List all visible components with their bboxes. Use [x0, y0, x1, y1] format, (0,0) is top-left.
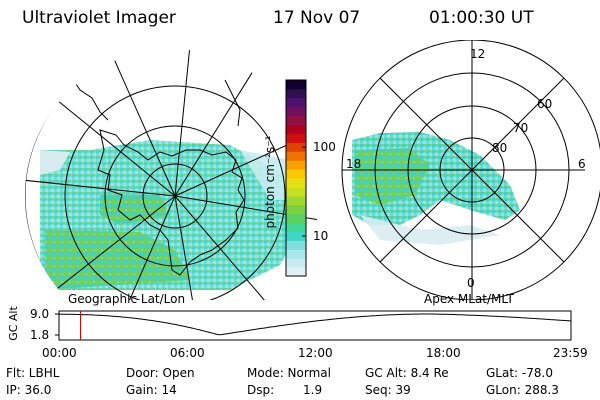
colorbar-frame [285, 79, 307, 277]
colorbar-segment [286, 178, 306, 188]
colorbar-segment [286, 151, 306, 161]
colorbar-segment [286, 222, 306, 232]
colorbar-segment [286, 160, 306, 170]
colorbar-segment [286, 142, 306, 152]
colorbar-segment [286, 124, 306, 134]
alt-ytick-high: 9.0 [30, 307, 50, 321]
altitude-plot [55, 310, 572, 341]
colorbar-tick-10: 10 [313, 229, 329, 243]
colorbar-segment [286, 133, 306, 143]
lat-label-60: 60 [537, 97, 553, 111]
lat-label-70: 70 [513, 121, 529, 135]
alt-xtick-1: 06:00 [170, 346, 205, 360]
colorbar-segment [286, 97, 306, 108]
lat-label-80: 80 [492, 141, 508, 155]
colorbar-segment [286, 115, 306, 126]
colorbar-segment [286, 249, 306, 259]
info-glat: GLat: -78.0 [486, 366, 553, 380]
colorbar-segment [286, 195, 306, 206]
altitude-plot-frame [58, 310, 572, 341]
colorbar-segment [286, 80, 306, 90]
alt-xtick-0: 00:00 [42, 346, 77, 360]
altitude-curve [59, 313, 572, 336]
info-door: Door: Open [126, 366, 195, 380]
geo-panel-label: Geographic Lat/Lon [68, 292, 186, 306]
colorbar-tick-100: 100 [313, 140, 336, 154]
mlt-label-18: 18 [346, 157, 362, 171]
info-dsp-label: Dsp: [247, 383, 275, 397]
colorbar-segment [286, 88, 306, 99]
info-filter: Flt: LBHL [6, 366, 60, 380]
alt-xtick-3: 18:00 [426, 346, 461, 360]
colorbar-segment [286, 231, 306, 241]
info-seq: Seq: 39 [365, 383, 411, 397]
magnetic-map [341, 40, 600, 300]
colorbar-segment [286, 186, 306, 197]
info-ip: IP: 36.0 [6, 383, 52, 397]
geographic-map [25, 49, 319, 300]
mlt-label-12: 12 [470, 47, 486, 61]
image-panels [25, 40, 600, 300]
colorbar-segment [286, 240, 306, 250]
header-date: 17 Nov 07 [273, 8, 361, 28]
colorbar-segment [286, 169, 306, 179]
mlt-label-0: 0 [467, 276, 475, 290]
alt-xtick-2: 12:00 [298, 346, 333, 360]
colorbar-segment [286, 267, 306, 277]
app-title: Ultraviolet Imager [22, 8, 176, 28]
colorbar-segment [286, 213, 306, 224]
mlt-label-6: 6 [578, 157, 586, 171]
info-gc-alt: GC Alt: 8.4 Re [365, 366, 449, 380]
info-gain: Gain: 14 [126, 383, 177, 397]
header-time: 01:00:30 UT [429, 8, 534, 28]
colorbar-segment [286, 258, 306, 268]
colorbar-unit-label: photon cm⁻²s⁻¹ [263, 135, 277, 229]
info-dsp-value: 1.9 [303, 383, 323, 397]
alt-ytick-low: 1.8 [30, 328, 50, 342]
colorbar-segment [286, 204, 306, 215]
info-glon: GLon: 288.3 [486, 383, 559, 397]
alt-xtick-4: 23:59 [553, 346, 588, 360]
mag-panel-label: Apex MLat/MLT [424, 292, 514, 306]
alt-plot-ylabel: GC Alt [6, 306, 20, 341]
colorbar [286, 80, 306, 277]
colorbar-segment [286, 106, 306, 117]
info-mode: Mode: Normal [247, 366, 331, 380]
